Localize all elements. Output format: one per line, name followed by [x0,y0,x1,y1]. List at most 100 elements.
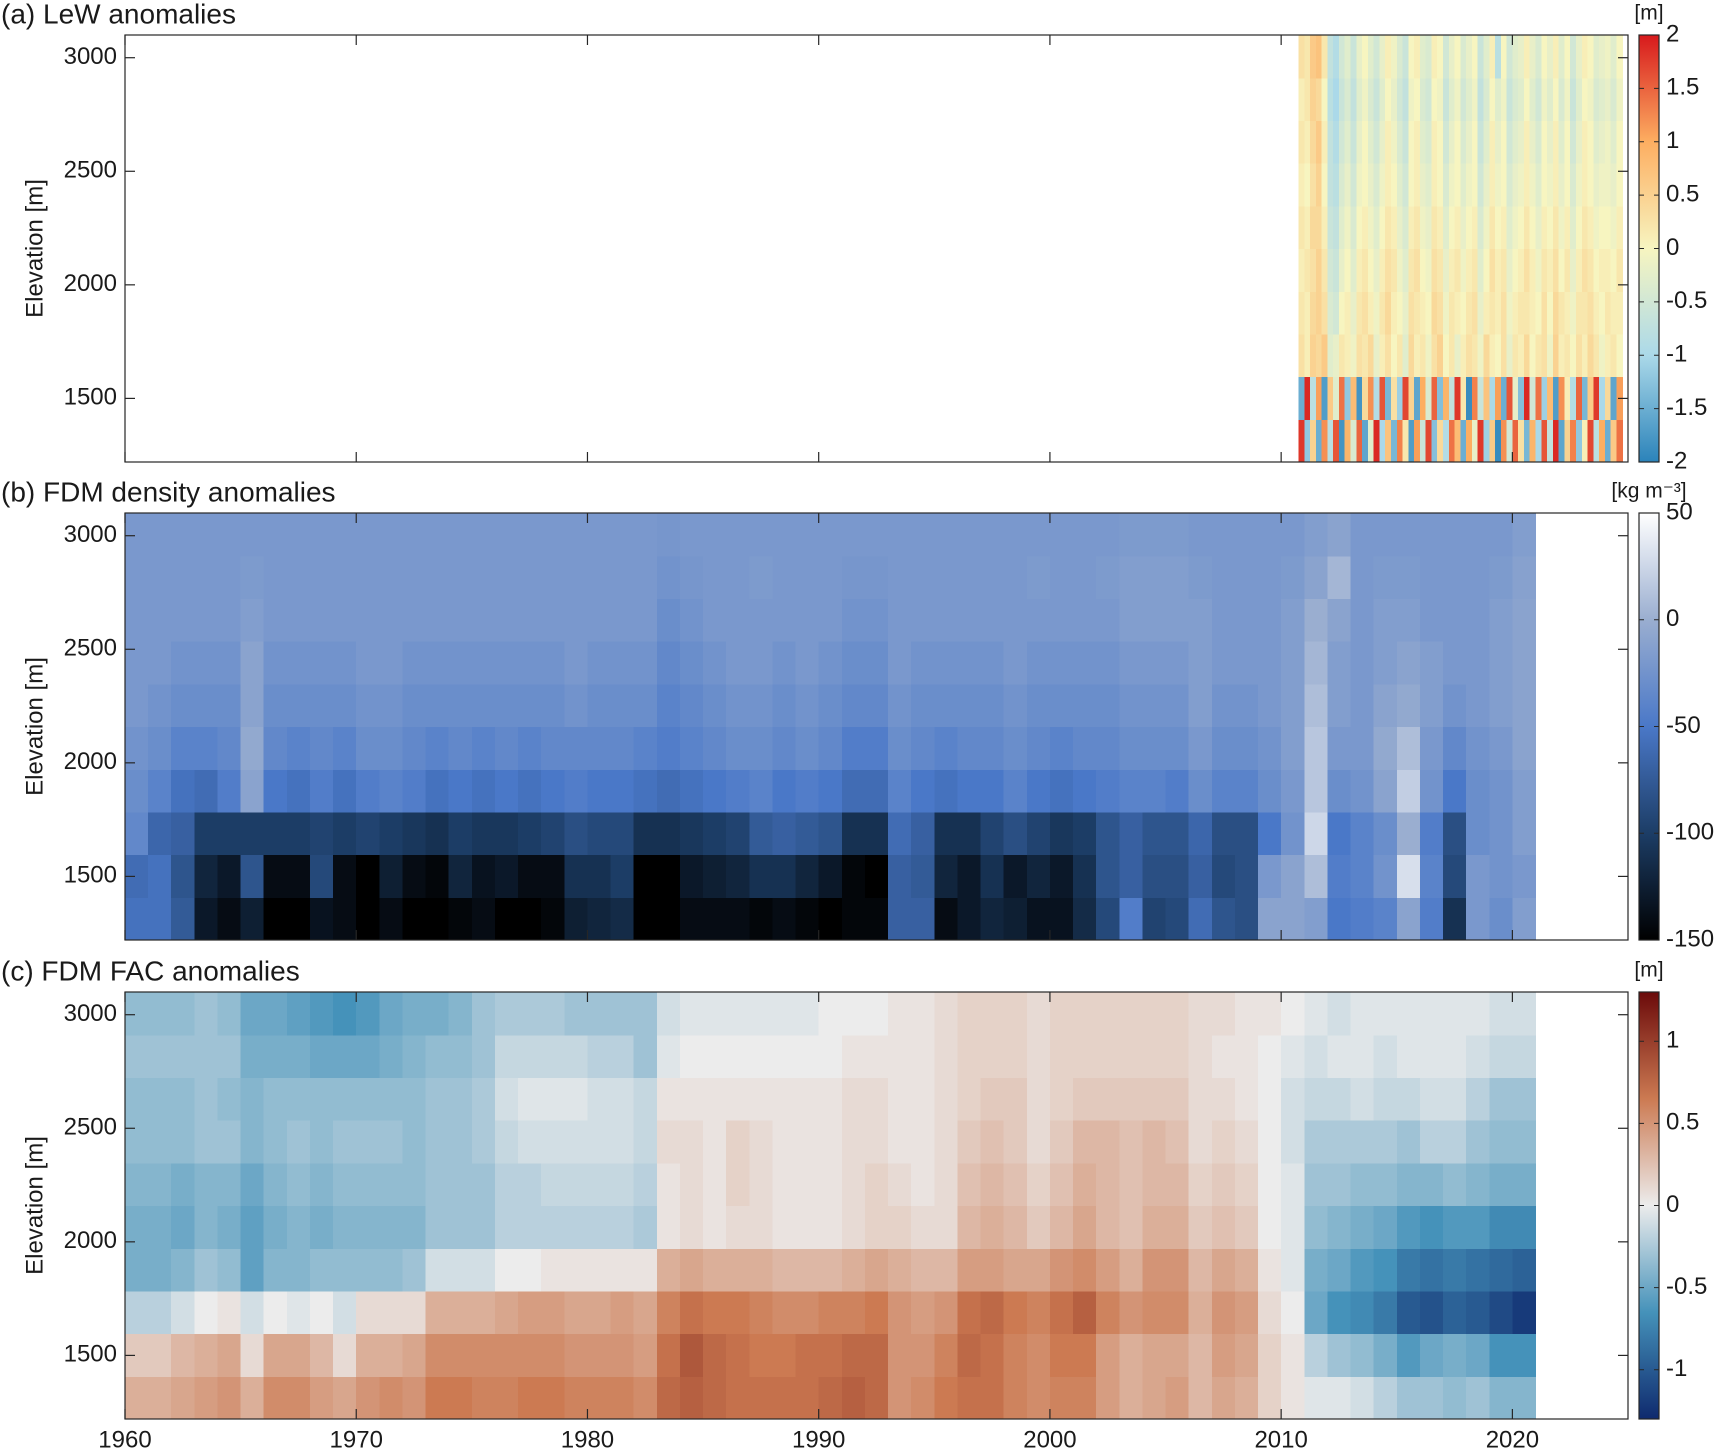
heatmap-cell [679,1205,704,1249]
heatmap-cell [1281,1290,1305,1335]
heatmap-cell [1350,555,1375,599]
heatmap-cell [541,992,565,1036]
heatmap-cell [356,1162,380,1207]
heatmap-cell [1373,419,1381,463]
y-tick-label: 1500 [64,1341,117,1368]
heatmap-cell [1419,1333,1444,1377]
heatmap-cell [864,992,889,1036]
heatmap-cell [1477,120,1485,164]
heatmap-cell [1344,376,1352,420]
heatmap-cell [1333,333,1340,378]
heatmap-cell [864,1162,889,1207]
heatmap-cell [841,811,866,856]
heatmap-cell [1188,1162,1213,1207]
heatmap-cell [333,1290,357,1335]
heatmap-cell [1304,1248,1328,1292]
heatmap-cell [1454,77,1461,121]
heatmap-cell [471,769,496,813]
heatmap-cell [1466,1376,1490,1420]
y-tick-label: 2000 [64,748,117,775]
heatmap-cell [749,769,774,813]
heatmap-cell [1396,1290,1421,1335]
heatmap-cell [286,1034,311,1078]
heatmap-cell [1529,333,1537,378]
heatmap-cell [1599,163,1606,207]
y-tick-label: 1500 [64,384,117,411]
colorbar-tick-label: 0 [1666,234,1679,261]
heatmap-cell [194,1333,219,1377]
heatmap-cell [1327,1248,1352,1292]
heatmap-cell [1489,513,1513,557]
heatmap-cell [1547,248,1554,292]
heatmap-cell [240,1120,265,1164]
heatmap-cell [679,1162,704,1207]
heatmap-cell [911,992,935,1036]
heatmap-cell [1466,1034,1490,1078]
heatmap-cell [309,1162,334,1207]
heatmap-cell [1373,769,1398,813]
heatmap-cell [448,1248,473,1292]
heatmap-cell [1443,726,1467,770]
heatmap-cell [911,513,935,557]
heatmap-cell [402,1290,427,1335]
heatmap-cell [587,641,612,685]
heatmap-cell [1564,419,1571,463]
heatmap-cell [795,1205,820,1249]
heatmap-cell [1142,1205,1167,1249]
heatmap-cell [356,1333,380,1377]
heatmap-cell [471,513,496,557]
heatmap-cell [1142,897,1167,941]
heatmap-cell [911,641,935,685]
heatmap-cell [1338,120,1346,164]
heatmap-cell [1489,248,1496,292]
heatmap-cell [1558,35,1566,79]
heatmap-cell [1575,35,1583,79]
colorbar-tick-label: 0 [1666,605,1679,632]
heatmap-cell [1211,1248,1236,1292]
heatmap-cell [1512,1077,1537,1121]
heatmap-cell [1142,1248,1167,1292]
heatmap-cell [240,769,265,813]
heatmap-cell [1489,376,1496,420]
heatmap-cell [841,726,866,770]
heatmap-cell [1587,419,1594,463]
heatmap-cell [1512,1205,1537,1249]
heatmap-cell [957,1077,982,1121]
heatmap-cell [425,1034,450,1078]
heatmap-cell [1026,1162,1051,1207]
heatmap-cell [1333,35,1340,79]
heatmap-cell [934,1162,959,1207]
heatmap-cell [1396,641,1421,685]
heatmap-cell [1073,1290,1097,1335]
heatmap-cell [1471,248,1479,292]
heatmap-cell [1003,513,1028,557]
heatmap-cell [818,897,843,941]
heatmap-cell [448,992,473,1036]
heatmap-cell [240,1162,265,1207]
heatmap-cell [1003,1120,1028,1164]
heatmap-cell [1552,120,1560,164]
heatmap-cell [1454,163,1461,207]
heatmap-cell [171,854,195,898]
heatmap-cell [980,1077,1005,1121]
heatmap-cell [795,555,820,599]
heatmap-cell [263,1077,288,1121]
heatmap-cell [1552,291,1560,335]
heatmap-cell [564,1077,589,1121]
heatmap-cell [1096,992,1120,1036]
heatmap-cell [703,1376,727,1420]
heatmap-cell [818,1120,843,1164]
heatmap-cell [818,555,843,599]
heatmap-cell [217,555,242,599]
heatmap-cell [1026,598,1051,642]
heatmap-cell [841,1077,866,1121]
heatmap-cell [1119,726,1144,770]
heatmap-cell [1402,163,1409,207]
heatmap-cell [1310,35,1317,79]
heatmap-cell [1211,1162,1236,1207]
heatmap-cell [795,598,820,642]
heatmap-cell [1443,1120,1467,1164]
heatmap-cell [1448,77,1456,121]
heatmap-cell [980,992,1005,1036]
heatmap-cell [1483,248,1490,292]
